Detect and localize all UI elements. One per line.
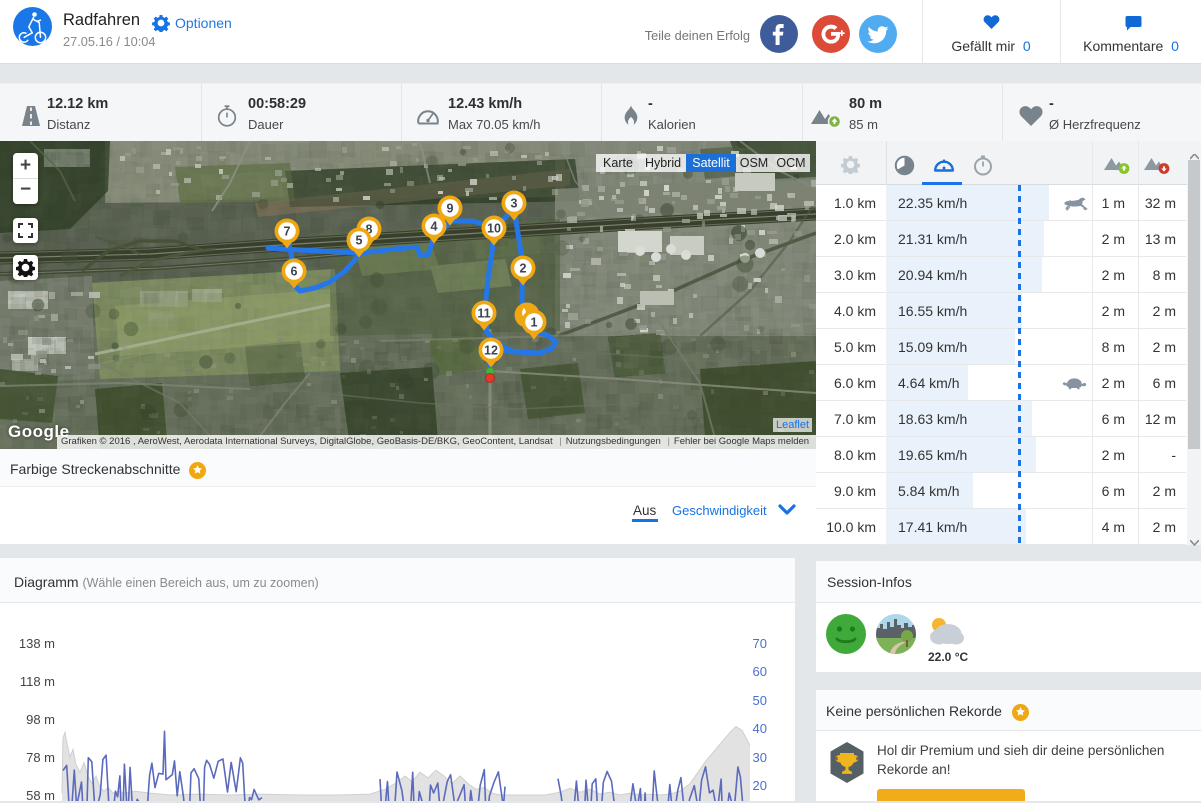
- svg-text:2: 2: [520, 262, 527, 276]
- svg-text:10: 10: [487, 222, 501, 236]
- svg-text:9: 9: [447, 202, 454, 216]
- svg-text:5: 5: [356, 234, 363, 248]
- svg-text:6: 6: [291, 265, 298, 279]
- svg-text:12: 12: [484, 344, 498, 358]
- svg-text:3: 3: [511, 197, 518, 211]
- svg-text:1: 1: [531, 316, 538, 330]
- svg-text:7: 7: [284, 225, 291, 239]
- svg-text:11: 11: [477, 307, 490, 321]
- svg-text:4: 4: [431, 220, 438, 234]
